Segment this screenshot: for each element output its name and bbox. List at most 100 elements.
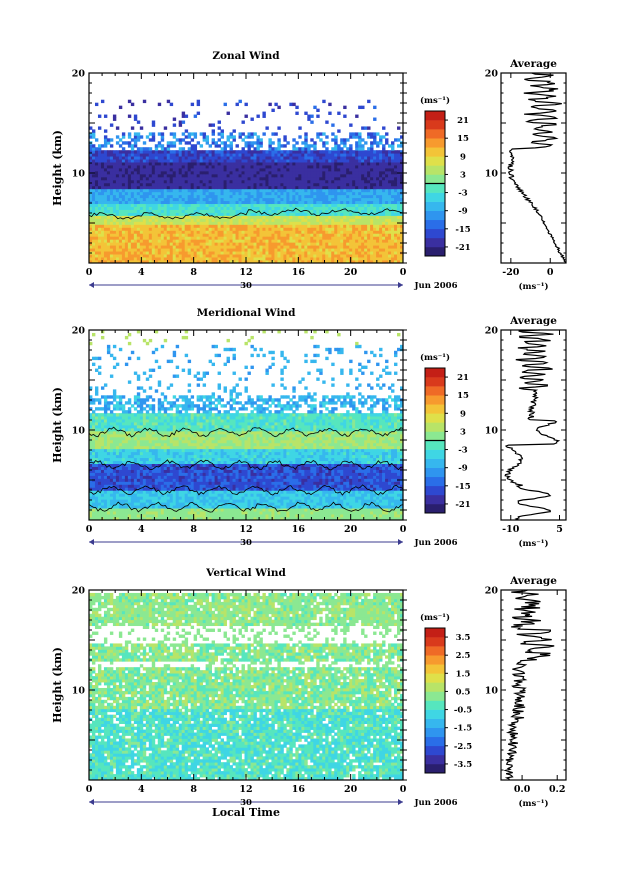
colorbar-swatch (425, 476, 445, 487)
colorbar-tick-label: 3.5 (456, 633, 471, 643)
colorbar-swatch (425, 485, 445, 496)
x-tick-label: 12 (239, 267, 252, 278)
x-tick-label: 12 (239, 524, 252, 535)
profile-x-tick-label: -20 (502, 267, 520, 278)
colorbar-tick-label: -21 (455, 500, 470, 510)
profile-x-tick-label: -10 (502, 524, 520, 535)
colorbar-swatch (425, 700, 445, 710)
colorbar-swatch (425, 138, 445, 148)
y-axis-label: Height (km) (51, 387, 64, 463)
x-tick-label: 20 (344, 784, 358, 795)
panel-title: Zonal Wind (212, 50, 280, 62)
colorbar-swatch (425, 174, 445, 184)
x-tick-label: 0 (86, 267, 93, 278)
colorbar-tick-label: 15 (457, 391, 469, 401)
colorbar-swatch (425, 165, 445, 175)
profile-frame (500, 589, 567, 781)
profile-title: Average (509, 58, 557, 70)
date-month-label: Jun 2006 (414, 798, 458, 808)
colorbar-tick-label: -3 (458, 446, 468, 456)
colorbar-swatch (425, 709, 445, 719)
y-tick-label: 10 (72, 169, 86, 180)
y-tick-label: 10 (72, 426, 86, 437)
colorbar-swatch (425, 745, 445, 756)
colorbar-tick-label: -9 (458, 207, 468, 217)
date-axis-arrow-right (398, 282, 403, 288)
colorbar-swatch (425, 210, 445, 221)
x-tick-label: 0 (86, 784, 93, 795)
colorbar-tick-label: 3 (460, 427, 466, 437)
x-tick-label: 12 (239, 784, 252, 795)
colorbar-swatch (425, 503, 445, 514)
heatmap-cells (89, 592, 404, 781)
x-tick-label: 0 (400, 267, 407, 278)
profile-y-tick-label: 20 (485, 326, 499, 337)
colorbar-tick-label: 9 (460, 409, 466, 419)
colorbar-swatch (425, 192, 445, 202)
date-axis-arrow-right (398, 799, 403, 805)
colorbar-unit: (ms⁻¹) (420, 95, 450, 106)
x-tick-label: 20 (344, 524, 358, 535)
colorbar-tick-label: -9 (458, 464, 468, 474)
colorbar-swatch (425, 736, 445, 747)
profile-unit-label: (ms⁻¹) (518, 538, 548, 549)
x-tick-label: 16 (292, 267, 306, 278)
colorbar-unit: (ms⁻¹) (420, 612, 450, 623)
panel-2: Meridional Wind 0 4 8 12 16 20 0 10 20 Height (km)… (51, 307, 567, 549)
date-month-label: Jun 2006 (414, 281, 458, 291)
x-tick-label: 16 (292, 524, 306, 535)
colorbar-swatch (425, 395, 445, 405)
x-tick-label: 0 (400, 784, 407, 795)
colorbar-tick-label: -21 (455, 243, 470, 253)
colorbar-tick-label: -3 (458, 189, 468, 199)
contour-line (88, 484, 404, 496)
colorbar-swatch (425, 655, 445, 665)
colorbar: 21 15 9 3 -3 -9 -15 -21 (424, 110, 471, 257)
colorbar-swatch (425, 228, 445, 239)
colorbar-swatch (425, 691, 445, 701)
x-tick-label: 4 (138, 267, 145, 278)
profile-title: Average (509, 315, 557, 327)
y-tick-label: 20 (72, 326, 86, 337)
colorbar-swatch (425, 664, 445, 674)
date-month-label: Jun 2006 (414, 538, 458, 548)
x-tick-label: 0 (86, 524, 93, 535)
colorbar-tick-label: -2.5 (454, 742, 472, 752)
date-day-label: 30 (240, 798, 252, 808)
date-day-label: 30 (240, 281, 252, 291)
y-tick-label: 20 (72, 586, 86, 597)
colorbar-swatch (425, 237, 445, 248)
y-tick-label: 20 (72, 69, 86, 80)
colorbar-unit: (ms⁻¹) (420, 352, 450, 363)
colorbar-swatch (425, 494, 445, 505)
profile-panel: Average 10 20 0.0 0.2(ms⁻¹) (485, 575, 567, 809)
colorbar-swatch (425, 449, 445, 459)
profile-line (503, 589, 555, 781)
colorbar-tick-label: -0.5 (454, 706, 472, 716)
date-axis-arrow-left (89, 799, 94, 805)
x-tick-label: 8 (190, 784, 197, 795)
colorbar-tick-label: 3 (460, 170, 466, 180)
colorbar-swatch (425, 431, 445, 441)
date-axis-arrow-right (398, 539, 403, 545)
profile-line (507, 72, 567, 264)
x-tick-label: 20 (344, 267, 358, 278)
colorbar-swatch (425, 120, 445, 130)
colorbar-tick-label: 15 (457, 134, 469, 144)
profile-y-tick-label: 10 (485, 686, 499, 697)
colorbar-swatch (425, 246, 445, 257)
profile-unit-label: (ms⁻¹) (518, 281, 548, 292)
contour-line (88, 501, 404, 513)
colorbar-swatch (425, 413, 445, 423)
colorbar-tick-label: 0.5 (456, 687, 471, 697)
colorbar-swatch (425, 754, 445, 765)
x-tick-label: 4 (138, 784, 145, 795)
colorbar-swatch (425, 201, 445, 211)
profile-title: Average (509, 575, 557, 587)
colorbar-frame (424, 627, 446, 774)
colorbar: 21 15 9 3 -3 -9 -15 -21 (424, 367, 471, 514)
profile-x-tick-label: 0.2 (549, 784, 566, 795)
x-tick-label: 0 (400, 524, 407, 535)
